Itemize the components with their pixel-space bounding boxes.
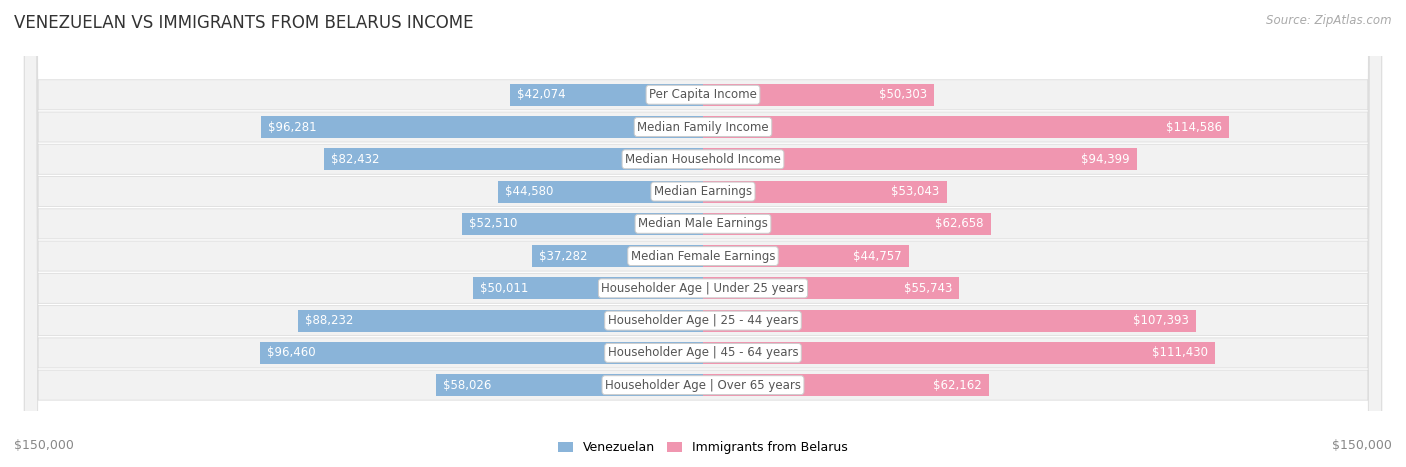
FancyBboxPatch shape [24, 0, 1382, 467]
Text: $44,580: $44,580 [505, 185, 554, 198]
Text: $150,000: $150,000 [1331, 439, 1392, 452]
Bar [298, 310, 703, 332]
Bar [260, 342, 703, 364]
Text: $52,510: $52,510 [468, 217, 517, 230]
Bar [531, 245, 703, 267]
Text: $114,586: $114,586 [1167, 120, 1222, 134]
Text: $107,393: $107,393 [1133, 314, 1189, 327]
Text: VENEZUELAN VS IMMIGRANTS FROM BELARUS INCOME: VENEZUELAN VS IMMIGRANTS FROM BELARUS IN… [14, 14, 474, 32]
Text: $111,430: $111,430 [1152, 347, 1208, 360]
FancyBboxPatch shape [24, 0, 1382, 467]
Text: $96,460: $96,460 [267, 347, 315, 360]
Text: $55,743: $55,743 [904, 282, 952, 295]
Text: $53,043: $53,043 [891, 185, 939, 198]
Legend: Venezuelan, Immigrants from Belarus: Venezuelan, Immigrants from Belarus [558, 441, 848, 454]
Text: Median Family Income: Median Family Income [637, 120, 769, 134]
Text: $94,399: $94,399 [1081, 153, 1129, 166]
Bar [703, 342, 1215, 364]
Text: Householder Age | 45 - 64 years: Householder Age | 45 - 64 years [607, 347, 799, 360]
Bar [510, 84, 703, 106]
Text: $42,074: $42,074 [516, 88, 565, 101]
Bar [474, 277, 703, 299]
Bar [703, 245, 908, 267]
Bar [260, 116, 703, 138]
Bar [498, 181, 703, 203]
Bar [325, 149, 703, 170]
Text: $150,000: $150,000 [14, 439, 75, 452]
Text: $62,658: $62,658 [935, 217, 984, 230]
Text: Householder Age | 25 - 44 years: Householder Age | 25 - 44 years [607, 314, 799, 327]
Text: $37,282: $37,282 [538, 249, 588, 262]
Bar [703, 213, 991, 235]
Text: Householder Age | Under 25 years: Householder Age | Under 25 years [602, 282, 804, 295]
Text: $88,232: $88,232 [305, 314, 353, 327]
Text: $50,011: $50,011 [481, 282, 529, 295]
Text: $82,432: $82,432 [332, 153, 380, 166]
Text: Median Household Income: Median Household Income [626, 153, 780, 166]
Bar [703, 181, 946, 203]
Text: $44,757: $44,757 [853, 249, 901, 262]
FancyBboxPatch shape [24, 0, 1382, 467]
Text: Householder Age | Over 65 years: Householder Age | Over 65 years [605, 379, 801, 392]
Text: Median Female Earnings: Median Female Earnings [631, 249, 775, 262]
Bar [703, 310, 1197, 332]
FancyBboxPatch shape [24, 0, 1382, 467]
Text: $58,026: $58,026 [443, 379, 492, 392]
Text: $96,281: $96,281 [267, 120, 316, 134]
FancyBboxPatch shape [24, 0, 1382, 467]
Bar [703, 149, 1136, 170]
FancyBboxPatch shape [24, 0, 1382, 467]
Bar [703, 84, 934, 106]
FancyBboxPatch shape [24, 0, 1382, 467]
Text: Median Male Earnings: Median Male Earnings [638, 217, 768, 230]
Bar [703, 277, 959, 299]
Bar [461, 213, 703, 235]
Bar [436, 374, 703, 396]
Text: $50,303: $50,303 [879, 88, 927, 101]
FancyBboxPatch shape [24, 0, 1382, 467]
Text: Per Capita Income: Per Capita Income [650, 88, 756, 101]
Bar [703, 116, 1229, 138]
Bar [703, 374, 988, 396]
Text: Source: ZipAtlas.com: Source: ZipAtlas.com [1267, 14, 1392, 27]
Text: Median Earnings: Median Earnings [654, 185, 752, 198]
Text: $62,162: $62,162 [932, 379, 981, 392]
FancyBboxPatch shape [24, 0, 1382, 467]
FancyBboxPatch shape [24, 0, 1382, 467]
